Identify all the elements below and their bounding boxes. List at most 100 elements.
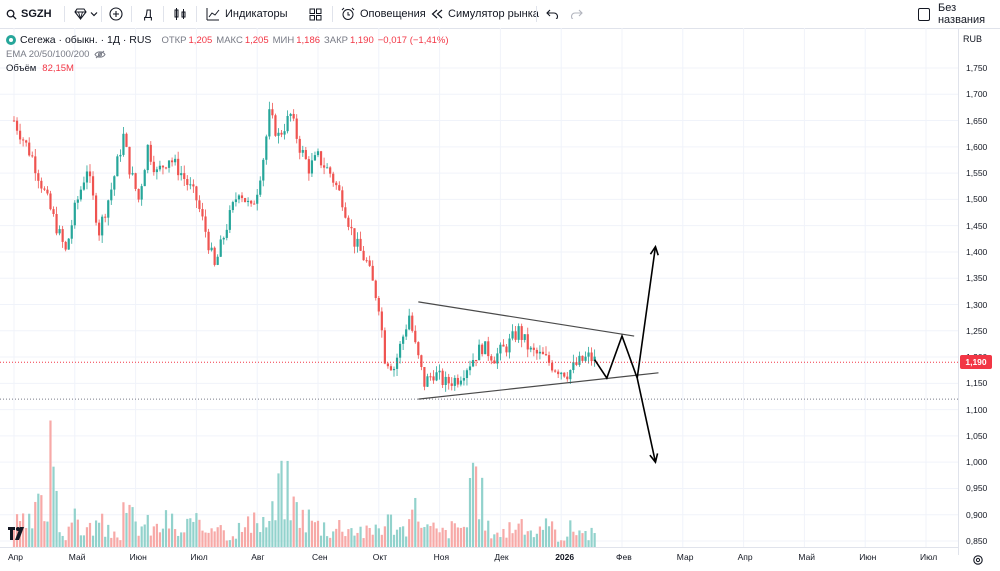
compare-button[interactable] [74,0,98,28]
candle-body [204,216,207,232]
volume-bar [514,529,517,547]
tradingview-logo-icon[interactable] [8,527,28,545]
indicators-button[interactable]: Индикаторы [206,0,288,28]
time-axis[interactable] [0,547,958,570]
candle-body [392,368,396,371]
volume-bar [408,519,411,547]
checkbox-icon [918,7,930,21]
volume-bar [395,529,399,547]
candle-body [116,156,119,177]
candle-body [250,200,253,204]
volume-bar [353,535,356,547]
candle-body [316,151,320,156]
candle-body [514,331,517,340]
price-tick-label: 1,000 [966,457,988,468]
volume-bar [67,526,70,547]
undo-icon [546,9,559,19]
candle-body [307,159,310,174]
candle-body [167,160,171,168]
volume-bar [493,534,496,547]
candle-body [231,202,234,211]
candle-body [73,202,76,226]
volume-bar [225,540,228,547]
volume-bar [329,537,332,547]
volume-bar [523,534,526,547]
volume-bar [189,518,192,547]
time-tick-label: Сен [312,552,328,562]
projection-path [593,246,657,380]
triangle-upper-line [418,301,635,337]
candle-body [584,356,587,361]
candle-body [535,349,538,354]
candle-body [377,298,380,312]
candle-body [40,180,43,189]
candle-body [544,354,548,356]
candle-body [52,209,55,215]
alerts-button[interactable]: Оповещения [341,0,426,28]
add-symbol-button[interactable] [109,0,123,28]
candle-body [560,372,563,375]
candle-body [31,155,34,157]
candle-body [101,216,104,236]
candle-body [575,362,578,365]
volume-bar [222,530,225,547]
settings-gear-icon[interactable] [972,553,984,565]
volume-bar [462,526,466,547]
replay-button[interactable]: Симулятор рынка [431,0,539,28]
candle-body [313,155,317,161]
candle-body [453,377,456,386]
arrow-up-head [649,244,659,256]
redo-button[interactable] [570,0,583,28]
plus-circle-icon [109,7,123,21]
price-axis[interactable]: RUB [958,28,1000,555]
chevron-down-icon [90,12,98,17]
candle-body [207,231,210,251]
legend-ema-row[interactable]: EMA 20/50/100/200 [6,47,453,61]
time-tick-label: Авг [251,552,265,562]
candle-body [155,169,158,173]
undo-button[interactable] [546,0,559,28]
volume-bar [286,460,289,547]
volume-bar [362,538,365,547]
candle-body [593,356,596,362]
interval-button[interactable]: Д [144,7,153,21]
candle-body [119,154,122,157]
legend-volume-row[interactable]: Объём 82,15M [6,61,453,75]
legend-title[interactable]: Сегежа · обыкн. · 1Д · RUS [20,33,152,46]
volume-bar [98,522,101,547]
eye-hidden-icon[interactable] [94,50,107,59]
templates-button[interactable] [309,0,322,28]
candle-body [322,165,326,168]
price-chart[interactable] [0,28,958,547]
volume-bar [511,533,514,547]
candle-body [496,353,499,364]
symbol-label: SGZH [21,8,52,20]
candle-body [46,189,49,194]
volume-bar [253,512,256,547]
candle-body [523,334,526,340]
volume-bar [307,509,310,547]
currency-label[interactable]: RUB [963,34,983,44]
volume-bar [368,527,371,547]
volume-bar [526,531,529,547]
candle-body [25,140,28,143]
candle-body [414,330,417,343]
candle-body [402,336,405,344]
candle-body [201,209,204,217]
layout-name-button[interactable]: Без названия [918,0,1000,28]
volume-bar [554,529,557,547]
toolbar-divider [163,6,164,22]
volume-bar [201,530,204,547]
volume-bar [259,532,262,547]
volume-bar [584,531,587,547]
candle-body [389,366,393,371]
volume-bar [444,529,447,547]
chart-type-button[interactable] [173,0,187,28]
volume-bar [386,514,390,547]
symbol-search[interactable]: SGZH [6,0,52,28]
candle-body [122,133,125,155]
volume-bar [46,521,49,547]
volume-bar [91,535,95,547]
volume-bar [383,526,386,547]
indicators-label: Индикаторы [225,8,288,20]
